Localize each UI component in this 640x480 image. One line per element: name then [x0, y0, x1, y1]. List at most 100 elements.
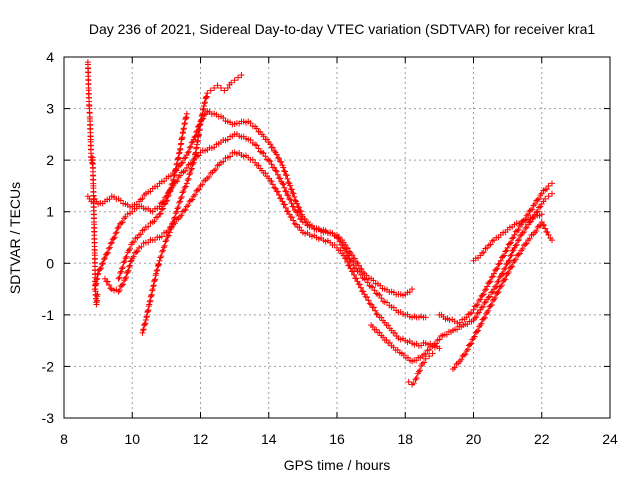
data-point-interp — [346, 262, 353, 269]
data-point-interp — [487, 302, 494, 309]
data-point-interp — [488, 274, 495, 281]
data-point-interp — [501, 277, 508, 284]
data-point — [125, 247, 132, 254]
data-point-interp — [176, 199, 183, 206]
data-point-interp — [158, 253, 165, 260]
data-point-interp — [107, 240, 114, 247]
data-point — [108, 239, 115, 246]
data-point-interp — [267, 158, 274, 165]
data-point-interp — [517, 232, 524, 239]
data-point-interp — [473, 328, 480, 335]
data-point-interp — [509, 248, 516, 255]
data-point-interp — [181, 207, 188, 214]
data-point — [217, 84, 224, 91]
data-point — [293, 208, 300, 215]
data-point-interp — [281, 168, 288, 175]
data-point-interp — [508, 264, 515, 271]
data-point-interp — [480, 303, 487, 310]
data-point-interp — [187, 197, 194, 204]
data-point-interp — [436, 336, 443, 343]
data-point-interp — [126, 263, 133, 270]
data-point-interp — [500, 253, 507, 260]
data-point-interp — [357, 284, 364, 291]
data-point-interp — [413, 374, 420, 381]
data-point-interp — [119, 219, 126, 226]
data-point-interp — [287, 196, 294, 203]
data-point — [187, 170, 194, 177]
data-point — [183, 164, 190, 171]
data-point-interp — [537, 203, 544, 210]
data-point-interp — [260, 133, 267, 140]
data-point-interp — [502, 276, 509, 283]
data-point-interp — [353, 275, 360, 282]
data-point-interp — [522, 241, 529, 248]
data-point-interp — [113, 229, 120, 236]
data-point-interp — [360, 288, 367, 295]
data-point-interp — [171, 215, 178, 222]
data-point-interp — [203, 93, 210, 100]
data-point — [538, 190, 545, 197]
data-point-interp — [275, 191, 282, 198]
data-point-interp — [350, 261, 357, 268]
data-point-interp — [509, 263, 516, 270]
data-point-interp — [99, 261, 106, 268]
data-point — [159, 247, 166, 254]
data-point-interp — [184, 177, 191, 184]
data-point-interp — [140, 327, 147, 334]
data-point-interp — [104, 249, 111, 256]
data-point — [446, 317, 453, 324]
data-point-interp — [202, 99, 209, 106]
data-point-interp — [145, 223, 152, 230]
data-point — [456, 358, 463, 365]
data-point — [490, 270, 497, 277]
chart-title: Day 236 of 2021, Sidereal Day-to-day VTE… — [89, 21, 595, 37]
data-point-interp — [269, 144, 276, 151]
data-point-interp — [526, 219, 533, 226]
data-point — [238, 72, 245, 79]
data-point-interp — [295, 212, 302, 219]
x-tick-label: 12 — [193, 431, 209, 447]
data-point — [531, 229, 538, 236]
data-point-interp — [271, 184, 278, 191]
data-point-interp — [508, 239, 515, 246]
data-point-interp — [159, 205, 166, 212]
data-point-interp — [121, 258, 128, 265]
data-point — [545, 231, 552, 238]
data-point-interp — [138, 243, 145, 250]
data-point-interp — [385, 322, 392, 329]
data-point-interp — [175, 204, 182, 211]
data-point-interp — [294, 200, 301, 207]
data-point-interp — [480, 249, 487, 256]
data-point-interp — [544, 229, 551, 236]
data-point-interp — [167, 226, 174, 233]
data-point-interp — [291, 220, 298, 227]
data-point-interp — [119, 264, 126, 271]
data-point-interp — [130, 253, 137, 260]
data-point — [429, 350, 436, 357]
data-point-interp — [185, 175, 192, 182]
y-tick-label: 1 — [46, 204, 54, 220]
data-point-interp — [167, 185, 174, 192]
data-point-interp — [536, 195, 543, 202]
data-point — [422, 355, 429, 362]
data-point-interp — [495, 288, 502, 295]
data-point — [115, 224, 122, 231]
data-point-interp — [475, 327, 482, 334]
data-point-interp — [283, 188, 290, 195]
data-point-interp — [290, 203, 297, 210]
data-point-interp — [177, 195, 184, 202]
data-point-interp — [188, 165, 195, 172]
data-point-interp — [117, 270, 124, 276]
data-point-interp — [421, 359, 428, 366]
data-point-interp — [284, 175, 291, 182]
data-point — [525, 211, 532, 218]
data-point-interp — [523, 224, 530, 231]
data-point — [361, 291, 368, 298]
data-point — [183, 180, 190, 187]
data-point-interp — [281, 184, 288, 191]
data-point-interp — [410, 380, 417, 387]
data-point — [286, 195, 293, 202]
data-point-interp — [365, 297, 372, 304]
data-point — [412, 376, 419, 383]
data-point — [538, 219, 545, 226]
